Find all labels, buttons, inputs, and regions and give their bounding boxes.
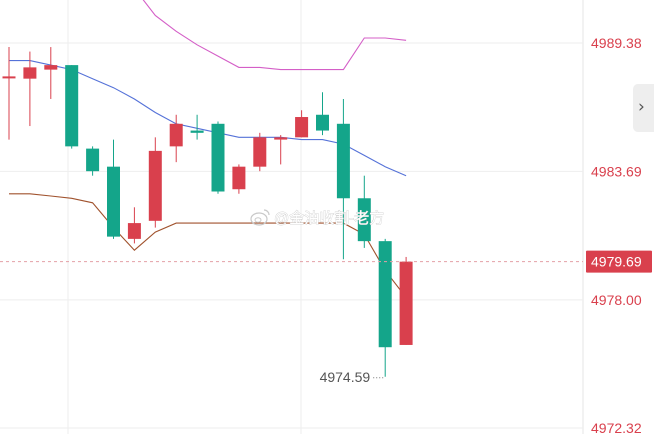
candle-body [65, 65, 79, 147]
candle-body [295, 117, 309, 138]
candle-body [86, 148, 100, 172]
candle [316, 92, 329, 136]
candle [169, 114, 183, 163]
candle-body [107, 166, 120, 237]
candle-body [399, 261, 413, 345]
candle-body [148, 150, 162, 221]
candle [148, 137, 162, 228]
candle [253, 132, 267, 172]
price-tick-label: 4989.38 [591, 35, 642, 51]
candle-body [336, 123, 350, 199]
candle [23, 51, 37, 127]
candle [295, 110, 309, 138]
candle [232, 164, 246, 194]
candle-body [232, 166, 246, 190]
lower-band-line [9, 193, 407, 298]
grid [0, 0, 584, 434]
candle [107, 139, 120, 239]
low-price-label: 4974.59 [320, 369, 371, 385]
weibo-logo-icon [250, 209, 270, 226]
candles [2, 47, 413, 377]
candle [2, 47, 16, 140]
candle-body [253, 137, 267, 167]
candle-body [169, 123, 183, 147]
candle-body [2, 76, 16, 79]
candle [190, 114, 204, 140]
candle-body [274, 137, 288, 140]
candle [86, 146, 100, 176]
candle [65, 65, 79, 149]
upper-band-line [142, 0, 407, 71]
candle [336, 98, 350, 260]
candle [211, 121, 225, 194]
candle [357, 175, 371, 248]
watermark: @金油收割-老方 [250, 209, 385, 227]
low-annotation: 4974.59 [320, 369, 385, 385]
candle-body [378, 241, 392, 348]
current-price-badge [586, 250, 652, 273]
watermark-text: @金油收割-老方 [274, 210, 384, 227]
price-axis: 4989.38 4983.69 4978.00 4972.32 4979.69 [586, 35, 652, 434]
candle [399, 256, 413, 345]
price-tick-label: 4972.32 [591, 420, 642, 434]
price-tick-label: 4983.69 [591, 163, 642, 179]
candle [44, 47, 58, 99]
candle [127, 207, 141, 244]
candle-body [211, 123, 225, 192]
candle-body [357, 198, 371, 242]
chevron-right-icon: › [638, 97, 645, 117]
candle-body [44, 65, 58, 70]
current-price-label: 4979.69 [591, 254, 642, 270]
candle-body [127, 223, 141, 239]
candle-body [316, 114, 329, 131]
candle-body [23, 67, 37, 79]
candle [378, 238, 392, 377]
price-tick-label: 4978.00 [591, 292, 642, 308]
scroll-right-button[interactable]: › [633, 84, 654, 132]
candle-body [190, 130, 204, 133]
candle [274, 135, 288, 165]
